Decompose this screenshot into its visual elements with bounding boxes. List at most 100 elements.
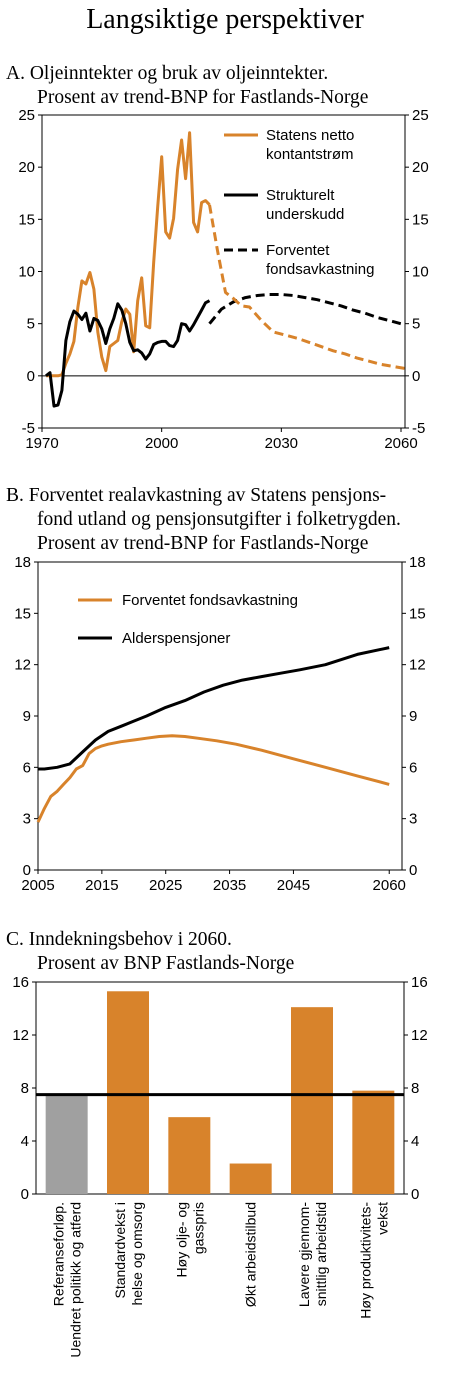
y-tick-label-left: 4 xyxy=(21,1133,29,1150)
panel-b-subtitle: fond utland og pensjonsutgifter i folket… xyxy=(37,509,401,530)
series-line-1 xyxy=(46,131,211,378)
legend-label: Forventet fondsavkastning xyxy=(122,592,298,609)
category-label-line: Økt arbeidstilbud xyxy=(243,1202,259,1307)
y-tick-label-right: 12 xyxy=(411,1027,428,1044)
category-label-line: vekst xyxy=(374,1202,390,1235)
category-label-line: Høy produktivitets- xyxy=(357,1202,373,1319)
panel-a-title: A. Oljeinntekter og bruk av oljeinntekte… xyxy=(6,63,329,84)
legend-label: Alderspensjoner xyxy=(122,630,230,647)
y-tick-label-right: -5 xyxy=(412,420,425,437)
y-tick-label-left: 18 xyxy=(14,554,31,571)
panel-b-subtitle-2: Prosent av trend-BNP for Fastlands-Norge xyxy=(37,533,369,554)
y-tick-label-left: 8 xyxy=(21,1080,29,1097)
series-line-4 xyxy=(208,204,406,370)
x-tick-label: 2005 xyxy=(21,877,54,894)
x-tick-label: 2030 xyxy=(265,435,298,452)
page-title: Langsiktige perspektiver xyxy=(86,4,364,35)
x-tick-label: 2045 xyxy=(277,877,310,894)
y-tick-label-right: 5 xyxy=(412,316,420,333)
category-label-line: Uendret politikk og atferd xyxy=(68,1202,84,1358)
y-tick-label-left: 25 xyxy=(18,107,35,124)
bar xyxy=(107,991,149,1194)
bar xyxy=(45,1094,88,1194)
y-tick-label-left: 12 xyxy=(14,657,31,674)
category-label-line: Lavere gjennom- xyxy=(296,1202,312,1307)
panel-b-title: B. Forventet realavkastning av Statens p… xyxy=(6,485,387,506)
y-tick-label-right: 16 xyxy=(411,974,428,991)
y-tick-label-right: 9 xyxy=(409,708,417,725)
x-tick-label: 2015 xyxy=(85,877,118,894)
legend-label: fondsavkastning xyxy=(266,261,374,278)
y-tick-label-left: 10 xyxy=(18,264,35,281)
x-tick-label: 2060 xyxy=(384,435,417,452)
y-tick-label-right: 8 xyxy=(411,1080,419,1097)
panel-c-title-block: C. Inndekningsbehov i 2060. Prosent av B… xyxy=(6,928,294,976)
bar xyxy=(352,1090,395,1194)
y-tick-label-left: 3 xyxy=(23,811,31,828)
panel-a-title-block: A. Oljeinntekter og bruk av oljeinntekte… xyxy=(6,62,368,110)
panel-a-subtitle: Prosent av trend-BNP for Fastlands-Norge xyxy=(37,87,369,108)
category-label-line: helse og omsorg xyxy=(129,1202,145,1306)
y-tick-label-left: 0 xyxy=(23,862,31,879)
category-label: Høy olje- oggasspris xyxy=(173,1202,206,1277)
legend-label: underskudd xyxy=(266,206,344,223)
series-line-1 xyxy=(36,734,390,823)
category-label: Lavere gjennom-snittlig arbeidstid xyxy=(296,1202,329,1307)
legend-label: Forventet xyxy=(266,242,330,259)
x-tick-label: 2000 xyxy=(145,435,178,452)
panel-b-chart: 0 0 3 3 6 6 9 9 12 12 15 15 18 18 2005 2015 2025 2035 2045… xyxy=(14,554,426,894)
x-tick-label: 2025 xyxy=(149,877,182,894)
bar xyxy=(229,1163,272,1194)
legend-label: Strukturelt xyxy=(266,187,335,204)
y-tick-label-right: 3 xyxy=(409,811,417,828)
panel-a-chart: -5 -5 0 0 5 5 10 10 15 15 20 20 25 25 1970 2000 2030 2060… xyxy=(18,107,429,452)
x-tick-label: 1970 xyxy=(25,435,58,452)
category-label: Høy produktivitets-vekst xyxy=(357,1202,390,1319)
y-tick-label-left: 16 xyxy=(12,974,29,991)
y-tick-label-left: 9 xyxy=(23,708,31,725)
y-tick-label-left: 5 xyxy=(27,316,35,333)
y-tick-label-left: 12 xyxy=(12,1027,29,1044)
legend-label: Statens netto xyxy=(266,127,354,144)
y-tick-label-left: 20 xyxy=(18,159,35,176)
series-line-2 xyxy=(45,299,211,408)
x-tick-label: 2060 xyxy=(373,877,406,894)
y-tick-label-right: 15 xyxy=(412,211,429,228)
panel-c-title: C. Inndekningsbehov i 2060. xyxy=(6,929,232,950)
y-tick-label-right: 15 xyxy=(409,605,426,622)
panel-c-chart: 0 0 4 4 8 8 12 12 16 16 Referanseforløp.Uendret po… xyxy=(12,974,428,1358)
y-tick-label-right: 6 xyxy=(409,759,417,776)
plot-frame xyxy=(35,981,405,1195)
category-label-line: snittlig arbeidstid xyxy=(313,1202,329,1306)
y-tick-label-right: 12 xyxy=(409,657,426,674)
y-tick-label-left: 0 xyxy=(27,368,35,385)
y-tick-label-right: 10 xyxy=(412,264,429,281)
panel-c-subtitle: Prosent av BNP Fastlands-Norge xyxy=(37,953,295,974)
panel-b-title-block: B. Forventet realavkastning av Statens p… xyxy=(6,484,401,556)
y-tick-label-left: 6 xyxy=(23,759,31,776)
y-tick-label-left: 15 xyxy=(14,605,31,622)
y-tick-label-right: 4 xyxy=(411,1133,419,1150)
category-label-line: Høy olje- og xyxy=(173,1202,189,1277)
bar xyxy=(291,1007,333,1194)
y-tick-label-right: 25 xyxy=(412,107,429,124)
y-tick-label-right: 0 xyxy=(412,368,420,385)
y-tick-label-left: 0 xyxy=(21,1186,29,1203)
category-label-line: gasspris xyxy=(190,1202,206,1254)
y-tick-label-right: 18 xyxy=(409,554,426,571)
y-tick-label-left: 15 xyxy=(18,211,35,228)
y-tick-label-right: 0 xyxy=(409,862,417,879)
bar xyxy=(168,1117,211,1194)
category-label-line: Referanseforløp. xyxy=(51,1202,67,1306)
category-label: Standardvekst ihelse og omsorg xyxy=(112,1202,145,1306)
legend-label: kontantstrøm xyxy=(266,146,354,163)
x-tick-label: 2035 xyxy=(213,877,246,894)
y-tick-label-right: 20 xyxy=(412,159,429,176)
y-tick-label-right: 0 xyxy=(411,1186,419,1203)
category-label: Referanseforløp.Uendret politikk og atfe… xyxy=(51,1202,84,1358)
category-label-line: Standardvekst i xyxy=(112,1202,128,1299)
series-line-2 xyxy=(38,646,390,771)
category-label: Økt arbeidstilbud xyxy=(243,1202,259,1307)
series-line-3 xyxy=(208,293,402,326)
y-tick-label-left: -5 xyxy=(22,420,35,437)
